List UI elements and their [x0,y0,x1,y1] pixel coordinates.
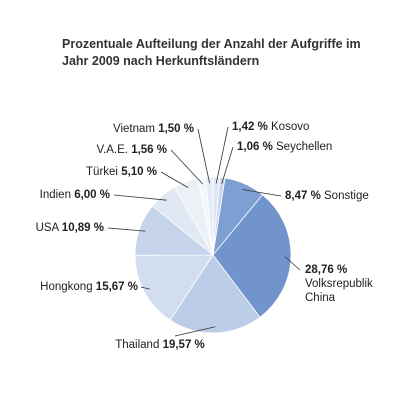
value-label: 8,47 % [285,190,321,202]
data-label: USA 10,89 % [36,221,104,235]
value-label: 1,50 % [158,123,194,135]
value-label: 19,57 % [162,339,205,351]
pie-slice [205,176,214,256]
data-label: 28,76 % Volksrepublik China [305,263,385,305]
pie-slice [212,194,292,318]
leader-line [221,146,234,184]
category-label: Kosovo [271,121,310,133]
data-label: V.A.E. 1,56 % [96,143,167,157]
leader-line [215,126,229,184]
category-label: Seychellen [276,141,333,153]
category-label: Volksrepublik China [305,278,373,304]
leader-line [113,194,167,201]
category-label: Hongkong [40,281,93,293]
data-label: Hongkong 15,67 % [40,280,138,294]
data-label: 1,42 % Kosovo [232,120,309,134]
category-label: USA [35,222,59,234]
chart-title: Prozentuale Aufteilung der Anzahl der Au… [62,37,361,68]
leader-line [107,227,146,232]
category-label: Türkei [86,166,118,178]
leader-line [284,256,301,271]
leader-line [160,171,189,188]
category-label: Indien [39,189,71,201]
data-label: Vietnam 1,50 % [113,122,194,136]
data-label: Thailand 19,57 % [100,338,220,352]
data-label: 8,47 % Sonstige [285,189,369,203]
data-label: Türkei 5,10 % [86,165,157,179]
leader-line [170,149,204,185]
leader-line [140,286,150,290]
value-label: 6,00 % [74,189,110,201]
value-label: 1,06 % [237,141,273,153]
category-label: Thailand [115,339,160,351]
category-label: V.A.E. [96,144,128,156]
value-label: 15,67 % [95,281,138,293]
category-label: Sonstige [324,190,369,202]
value-label: 5,10 % [121,166,157,178]
value-label: 28,76 % [305,264,348,276]
leader-line [197,128,211,184]
category-label: Vietnam [113,123,155,135]
value-label: 1,42 % [232,121,268,133]
data-label: 1,06 % Seychellen [237,140,332,154]
pie-slice [169,254,261,334]
leader-line [174,326,216,337]
leader-line [242,189,282,197]
data-label: Indien 6,00 % [40,188,110,202]
pie-slice [134,254,214,321]
value-label: 10,89 % [61,222,104,234]
value-label: 1,56 % [131,144,167,156]
